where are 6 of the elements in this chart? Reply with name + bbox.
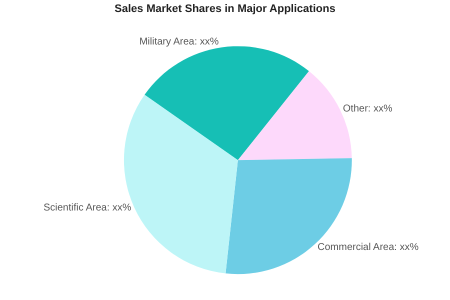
chart-title: Sales Market Shares in Major Applications xyxy=(114,3,336,16)
slice-label: Military Area: xx% xyxy=(139,36,219,48)
pie-slice xyxy=(144,46,309,160)
slice-label: Commercial Area: xx% xyxy=(317,242,419,253)
slice-label: Scientific Area: xx% xyxy=(43,202,132,214)
slice-label: Other: xx% xyxy=(342,103,392,114)
